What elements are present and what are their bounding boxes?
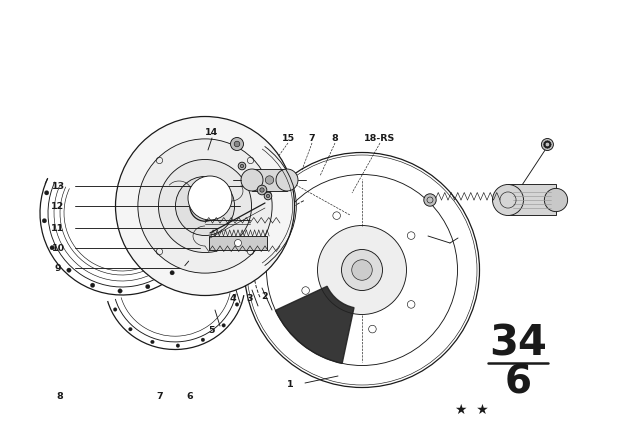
Circle shape xyxy=(230,138,243,151)
Text: ★  ★: ★ ★ xyxy=(455,403,489,417)
Circle shape xyxy=(548,146,550,148)
Bar xyxy=(252,169,287,191)
Circle shape xyxy=(317,225,406,314)
Circle shape xyxy=(236,303,239,306)
Text: 6: 6 xyxy=(504,363,531,401)
Text: 8: 8 xyxy=(332,134,339,142)
Circle shape xyxy=(159,159,252,253)
Bar xyxy=(508,185,556,215)
Circle shape xyxy=(541,138,554,151)
Circle shape xyxy=(547,146,548,148)
Circle shape xyxy=(222,323,225,327)
Text: 2: 2 xyxy=(262,292,268,301)
Circle shape xyxy=(352,260,372,280)
Circle shape xyxy=(424,194,436,206)
Circle shape xyxy=(190,191,220,221)
Circle shape xyxy=(138,139,272,273)
Circle shape xyxy=(241,169,263,191)
Circle shape xyxy=(544,142,546,144)
Circle shape xyxy=(234,240,241,246)
Text: 8: 8 xyxy=(56,392,63,401)
Circle shape xyxy=(170,271,174,275)
Circle shape xyxy=(548,141,550,143)
Circle shape xyxy=(276,169,298,191)
Circle shape xyxy=(176,344,180,348)
Circle shape xyxy=(150,340,154,344)
Circle shape xyxy=(90,283,95,288)
Bar xyxy=(209,236,267,250)
Circle shape xyxy=(266,194,269,198)
Circle shape xyxy=(44,190,49,195)
Circle shape xyxy=(175,177,234,236)
Circle shape xyxy=(493,185,524,215)
Circle shape xyxy=(113,308,117,311)
Circle shape xyxy=(257,185,267,195)
Text: 5: 5 xyxy=(209,326,215,335)
Circle shape xyxy=(42,219,47,223)
Circle shape xyxy=(118,289,122,293)
Text: 7: 7 xyxy=(308,134,316,142)
Text: 4: 4 xyxy=(230,293,236,302)
Circle shape xyxy=(238,162,246,170)
Circle shape xyxy=(234,141,240,147)
Circle shape xyxy=(201,338,205,342)
Circle shape xyxy=(547,141,548,142)
Circle shape xyxy=(342,250,383,290)
Text: 18-RS: 18-RS xyxy=(364,134,396,142)
Circle shape xyxy=(260,188,264,192)
Circle shape xyxy=(545,146,547,148)
Circle shape xyxy=(545,141,547,143)
Text: 11: 11 xyxy=(51,224,65,233)
Circle shape xyxy=(115,116,294,296)
Text: 9: 9 xyxy=(54,263,61,272)
Text: 7: 7 xyxy=(157,392,163,401)
Circle shape xyxy=(266,176,274,184)
Circle shape xyxy=(549,145,551,147)
Circle shape xyxy=(50,246,54,250)
Circle shape xyxy=(188,176,232,220)
Text: 6: 6 xyxy=(187,392,193,401)
Circle shape xyxy=(67,268,71,272)
Circle shape xyxy=(549,142,551,144)
Circle shape xyxy=(545,188,568,211)
Circle shape xyxy=(264,192,272,200)
Text: 15: 15 xyxy=(282,134,294,142)
Text: 3: 3 xyxy=(247,293,253,302)
Circle shape xyxy=(129,327,132,331)
Text: 13: 13 xyxy=(51,181,65,190)
Circle shape xyxy=(145,284,150,289)
Wedge shape xyxy=(275,286,354,363)
Text: 34: 34 xyxy=(489,322,547,364)
Text: 10: 10 xyxy=(51,244,65,253)
Circle shape xyxy=(549,143,552,146)
Text: 1: 1 xyxy=(287,379,293,388)
Circle shape xyxy=(543,143,545,146)
Circle shape xyxy=(544,145,546,147)
Text: 12: 12 xyxy=(51,202,65,211)
Circle shape xyxy=(240,164,244,168)
Text: 14: 14 xyxy=(205,128,219,137)
